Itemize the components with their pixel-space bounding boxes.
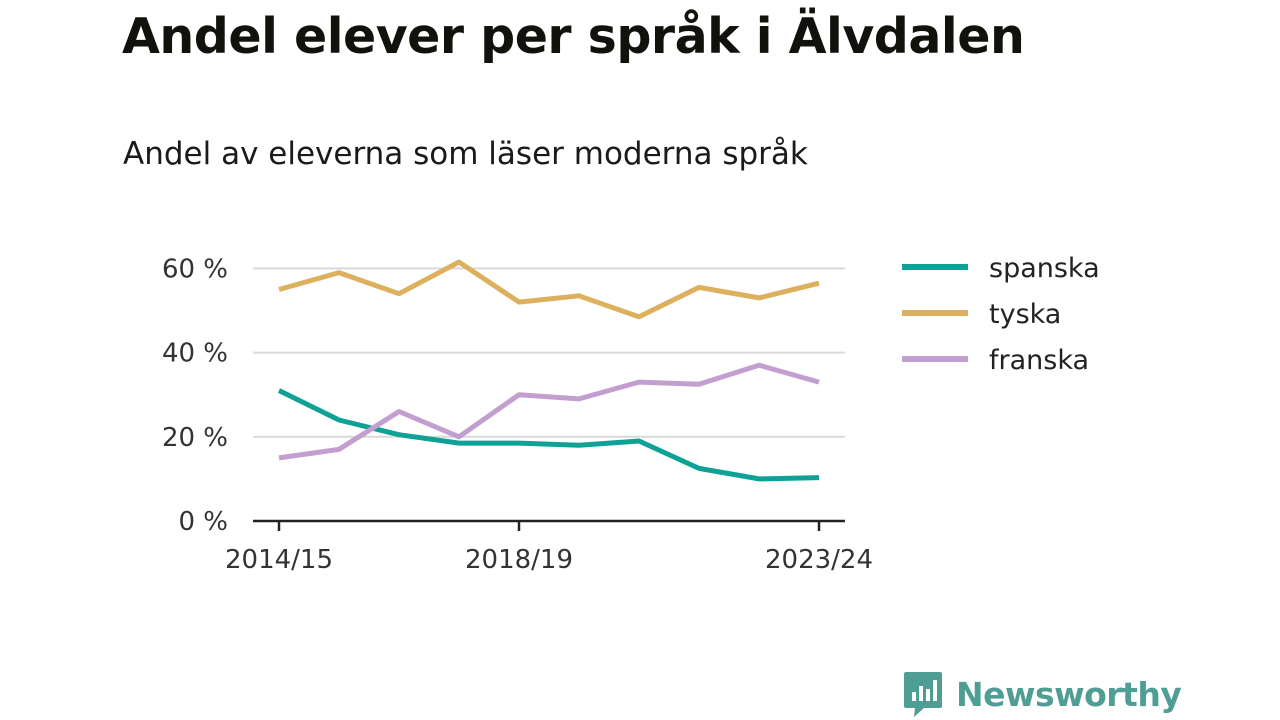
- legend-label-franska: franska: [989, 345, 1089, 376]
- series-lines: [277, 259, 820, 482]
- chart-title: Andel elever per språk i Älvdalen: [122, 8, 1025, 65]
- series-line-spanska: [277, 388, 820, 482]
- x-tick-label: 2014/15: [225, 545, 333, 575]
- x-tick-label: 2018/19: [465, 545, 573, 575]
- y-tick-label: 0 %: [178, 507, 228, 537]
- x-tick-label: 2023/24: [765, 545, 873, 575]
- chart-subtitle: Andel av eleverna som läser moderna språ…: [123, 136, 808, 172]
- y-tick-label: 60 %: [162, 254, 228, 284]
- grid-lines: [253, 267, 845, 438]
- y-tick-label: 20 %: [162, 423, 228, 453]
- legend: spanska tyska franska: [902, 253, 1100, 376]
- newsworthy-logo-icon: [904, 672, 942, 717]
- legend-label-spanska: spanska: [989, 253, 1100, 284]
- y-tick-label: 40 %: [162, 339, 228, 369]
- brand-name: Newsworthy: [956, 674, 1182, 714]
- brand: Newsworthy: [902, 670, 1182, 718]
- series-line-tyska: [278, 259, 820, 320]
- legend-label-tyska: tyska: [989, 299, 1061, 330]
- axes: 0 % 20 % 40 % 60 % 2014/15 2018/19 2023/24: [162, 254, 873, 575]
- series-line-franska: [278, 362, 820, 461]
